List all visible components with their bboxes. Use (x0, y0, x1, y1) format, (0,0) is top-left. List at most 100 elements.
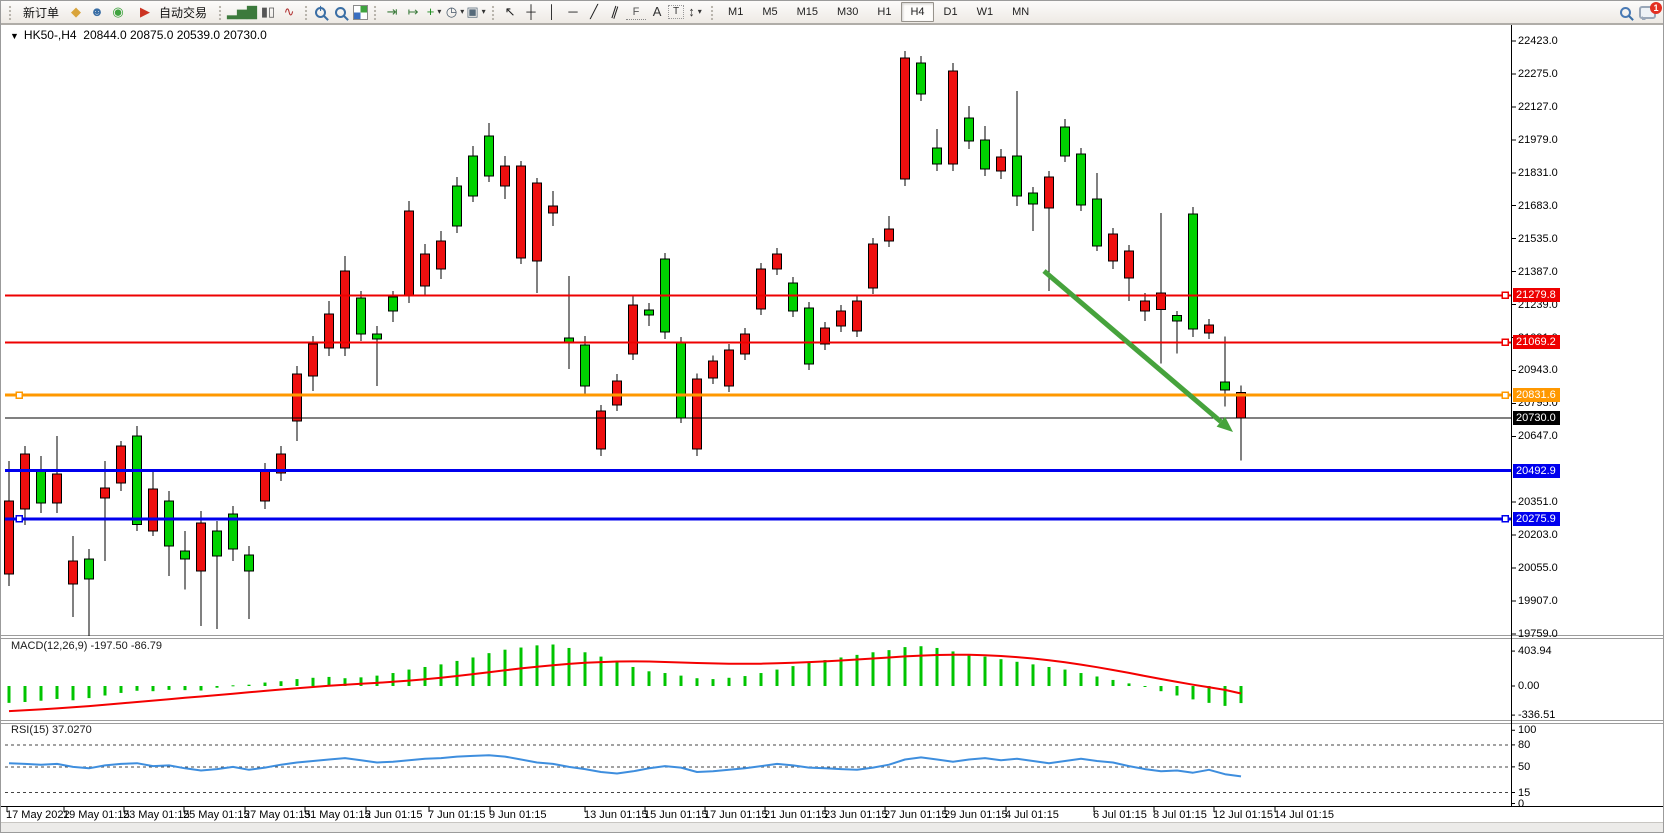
crosshair-icon[interactable]: ┼ (526, 4, 536, 19)
terminal-user-icon[interactable]: ☻ (90, 4, 104, 19)
macd-histogram-bar (1063, 669, 1067, 686)
macd-histogram-bar (1079, 673, 1083, 686)
candle-body (132, 435, 142, 525)
candle-body (36, 470, 46, 504)
fibonacci-icon[interactable]: F (626, 5, 647, 20)
timeframe-h1[interactable]: H1 (877, 6, 892, 18)
macd-histogram-bar (455, 660, 459, 686)
line-chart-icon[interactable]: ∿ (283, 4, 295, 19)
candle-body (1044, 176, 1054, 209)
horizontal-line-icon[interactable]: ─ (568, 4, 578, 19)
macd-histogram-bar (663, 673, 667, 686)
line-handle (1501, 391, 1509, 399)
cursor-icon[interactable]: ↖ (504, 4, 516, 19)
candle-body (628, 304, 638, 355)
candle-body (1124, 250, 1134, 279)
trendline-icon[interactable]: ╱ (590, 4, 598, 19)
arrows-icon-caret[interactable]: ▾ (697, 7, 702, 16)
auto-scroll-icon[interactable]: ⇥ (386, 4, 398, 19)
tile-windows-icon[interactable] (353, 4, 369, 20)
bar-chart-icon[interactable]: ▂▅▇ (227, 4, 258, 19)
macd-histogram-bar (39, 686, 43, 701)
macd-histogram-bar (887, 650, 891, 686)
candle-body (404, 210, 414, 297)
macd-histogram-bar (295, 679, 299, 686)
macd-histogram-bar (1239, 686, 1243, 704)
candle-body (308, 343, 318, 377)
macd-histogram-bar (535, 645, 539, 686)
macd-histogram-bar (103, 686, 107, 696)
timeframe-h4[interactable]: H4 (901, 2, 934, 22)
macd-histogram-bar (1159, 686, 1163, 692)
macd-histogram-bar (151, 686, 155, 692)
timeframe-w1[interactable]: W1 (976, 6, 994, 18)
chat-notification-icon[interactable]: 1 (1638, 2, 1662, 21)
macd-histogram-bar (807, 662, 811, 686)
candle-body (596, 410, 606, 450)
macd-histogram-bar (583, 652, 587, 686)
timeframe-m15[interactable]: M15 (796, 6, 818, 18)
candle-body (356, 297, 366, 335)
templates-icon[interactable]: ▣ ▾ (466, 4, 486, 19)
timeframe-m5[interactable]: M5 (762, 6, 778, 18)
candle-body (948, 70, 958, 165)
timeframe-mn[interactable]: MN (1012, 6, 1030, 18)
vertical-line-icon[interactable]: │ (547, 4, 557, 19)
macd-histogram-bar (855, 654, 859, 686)
search-icon[interactable] (1620, 6, 1631, 18)
new-order-button[interactable]: 新订单 (23, 5, 60, 20)
equidistant-channel-icon[interactable]: ∥ (609, 3, 621, 20)
autotrade-button[interactable]: ▶ 自动交易 (129, 1, 213, 23)
candle-body (564, 337, 574, 343)
candle-body (324, 313, 334, 349)
arrows-icon[interactable]: ↕ ▾ (688, 4, 702, 19)
candlestick-chart-icon[interactable]: ▮▯ (260, 4, 276, 19)
candle-body (244, 554, 254, 572)
candle-body (1188, 213, 1198, 330)
add-indicator-icon-caret[interactable]: ▾ (437, 7, 442, 16)
macd-histogram-bar (279, 681, 283, 686)
timeframe-m30[interactable]: M30 (837, 6, 859, 18)
macd-histogram-bar (1127, 683, 1131, 686)
trend-arrow-head (1216, 416, 1233, 432)
add-indicator-icon[interactable]: + ▾ (426, 4, 442, 19)
deposit-icon[interactable]: ◆ (71, 4, 82, 19)
candle-body (820, 327, 830, 345)
chart-shift-icon[interactable]: ↦ (407, 4, 419, 19)
signals-icon[interactable]: ◉ (112, 4, 124, 19)
macd-histogram-bar (311, 677, 315, 686)
candle-body (1060, 126, 1070, 157)
macd-histogram-bar (263, 682, 267, 686)
periods-clock-icon-caret[interactable]: ▾ (460, 7, 465, 16)
timeframe-d1[interactable]: D1 (943, 6, 958, 18)
group-handle-scroll (373, 4, 378, 20)
periods-clock-icon[interactable]: ◷ ▾ (445, 4, 465, 19)
candle-body (148, 488, 158, 532)
candle-body (1076, 153, 1086, 206)
macd-histogram-bar (791, 666, 795, 686)
macd-histogram-bar (327, 676, 331, 686)
templates-icon-caret[interactable]: ▾ (481, 7, 486, 16)
candle-body (484, 135, 494, 177)
macd-histogram-bar (375, 675, 379, 686)
price-axis-ticks (1511, 40, 1516, 635)
zoom-out-icon[interactable]: − (335, 4, 347, 18)
candle-body (468, 155, 478, 197)
candle-body (340, 270, 350, 349)
candle-body (980, 139, 990, 170)
candle-body (580, 344, 590, 387)
macd-histogram-bar (359, 677, 363, 686)
toolbar: 新订单 ◆ ☻ ◉ ▶ 自动交易 ▂▅▇ ▮▯ ∿ + − ⇥ ↦ + ▾ ◷ ▾ ▣ ▾ ↖ ┼ │ ─ ╱ ∥ F A T ↕ ▾ M1… (1, 1, 1663, 24)
candle-body (676, 342, 686, 419)
macd-histogram-bar (471, 657, 475, 686)
text-label-icon[interactable]: T (668, 5, 685, 19)
zoom-in-icon[interactable]: + (315, 4, 327, 18)
timeframe-m1[interactable]: M1 (728, 6, 744, 18)
macd-histogram-bar (919, 646, 923, 686)
candle-body (1172, 314, 1182, 322)
macd-histogram-bar (903, 647, 907, 686)
text-icon[interactable]: A (652, 4, 662, 19)
macd-histogram-bar (871, 652, 875, 686)
macd-histogram-bar (951, 651, 955, 686)
